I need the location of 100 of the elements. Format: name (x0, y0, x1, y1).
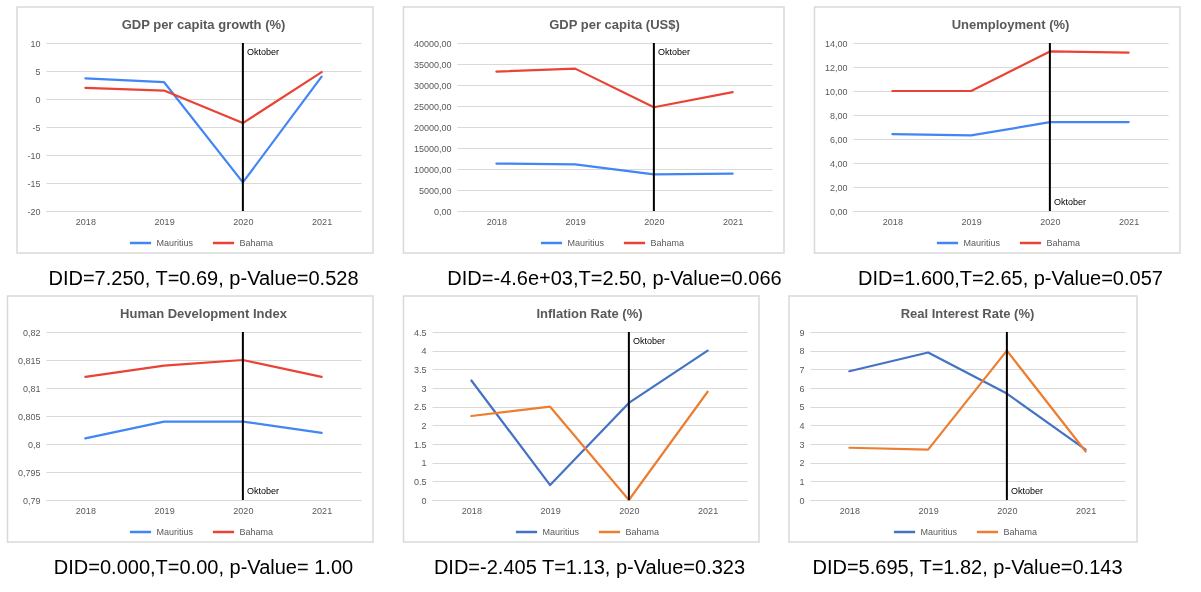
y-tick-label: 3.5 (413, 364, 427, 375)
y-tick-label: 0 (799, 495, 805, 506)
x-tick-label: 2019 (154, 216, 175, 227)
y-tick-label: 8 (799, 346, 805, 357)
ref-line-label: Oktober (657, 47, 690, 57)
y-tick-label: 4.5 (413, 327, 427, 338)
y-tick-label: 0 (35, 94, 41, 105)
y-tick-label: 9 (799, 327, 805, 338)
legend-label: Bahama (1003, 527, 1038, 537)
y-tick-label: 7 (799, 364, 805, 375)
y-tick-label: 30000,00 (413, 80, 452, 91)
x-tick-label: 2021 (698, 505, 719, 516)
y-tick-label: 20000,00 (413, 122, 452, 133)
y-tick-label: 25000,00 (413, 101, 452, 112)
y-tick-label: 6,00 (829, 134, 848, 145)
legend-label: Bahama (239, 238, 274, 248)
y-tick-label: 4,00 (829, 158, 848, 169)
y-tick-label: -15 (27, 178, 41, 189)
ref-line-label: Oktober (1053, 197, 1086, 207)
legend-label: Bahama (1046, 238, 1081, 248)
y-tick-label: 0,815 (17, 355, 41, 366)
y-tick-label: 6 (799, 383, 805, 394)
y-tick-label: 0 (421, 495, 427, 506)
line-series (470, 390, 709, 502)
legend-label: Mauritius (920, 527, 958, 537)
y-tick-label: 4 (421, 346, 427, 357)
x-tick-label: 2020 (1040, 216, 1061, 227)
y-tick-label: 0,795 (17, 467, 41, 478)
x-tick-label: 2020 (644, 216, 665, 227)
y-tick-label: 0,8 (27, 439, 41, 450)
y-tick-label: 2,00 (829, 182, 848, 193)
line-series (84, 75, 323, 184)
y-tick-label: 2 (799, 458, 805, 469)
x-tick-label: 2019 (918, 505, 939, 516)
x-tick-label: 2021 (1119, 216, 1140, 227)
y-tick-label: 10000,00 (413, 164, 452, 175)
chart-title: Unemployment (%) (951, 17, 1070, 32)
x-tick-label: 2021 (312, 216, 333, 227)
y-tick-label: 0,00 (829, 206, 848, 217)
x-tick-label: 2021 (312, 505, 333, 516)
line-series (495, 67, 734, 109)
ref-line-label: Oktober (246, 486, 279, 496)
text: DID=1.600,T=2.65, p-Value=0.057 (858, 267, 1163, 289)
text: DID=5.695, T=1.82, p-Value=0.143 (812, 556, 1123, 578)
x-tick-label: 2018 (75, 216, 96, 227)
y-tick-label: 0,79 (22, 495, 41, 506)
legend-label: Mauritius (156, 238, 194, 248)
x-tick-label: 2019 (565, 216, 586, 227)
x-tick-label: 2018 (839, 505, 860, 516)
x-tick-label: 2020 (233, 505, 254, 516)
chart-title: GDP per capita (US$) (549, 17, 680, 32)
line-series (470, 349, 709, 487)
y-tick-label: 1 (799, 476, 805, 487)
legend-label: Mauritius (963, 238, 1001, 248)
y-tick-label: 35000,00 (413, 59, 452, 70)
line-series (495, 162, 734, 176)
legend-label: Mauritius (542, 527, 580, 537)
y-tick-label: -10 (27, 150, 41, 161)
text: DID=0.000,T=0.00, p-Value= 1.00 (53, 556, 354, 578)
y-tick-label: 1.5 (413, 439, 427, 450)
y-tick-label: 3 (421, 383, 427, 394)
y-tick-label: 10,00 (824, 86, 848, 97)
y-tick-label: 5 (35, 66, 41, 77)
text: DID=-2.405 T=1.13, p-Value=0.323 (433, 556, 746, 578)
x-tick-label: 2020 (233, 216, 254, 227)
line-series (84, 71, 323, 125)
x-tick-label: 2018 (75, 505, 96, 516)
legend-label: Bahama (650, 238, 685, 248)
legend-label: Bahama (239, 527, 274, 537)
x-tick-label: 2019 (154, 505, 175, 516)
y-tick-label: 0,805 (17, 411, 41, 422)
y-tick-label: 0,82 (22, 327, 41, 338)
x-tick-label: 2018 (486, 216, 507, 227)
x-tick-label: 2020 (619, 505, 640, 516)
y-tick-label: -20 (27, 206, 41, 217)
x-tick-label: 2020 (997, 505, 1018, 516)
ref-line-label: Oktober (632, 336, 665, 346)
x-tick-label: 2021 (1076, 505, 1097, 516)
text: DID=-4.6e+03,T=2.50, p-Value=0.066 (447, 267, 782, 289)
legend-label: Bahama (625, 527, 660, 537)
legend-label: Mauritius (567, 238, 605, 248)
y-tick-label: 3 (799, 439, 805, 450)
y-tick-label: 40000,00 (413, 38, 452, 49)
y-tick-label: 0,81 (22, 383, 41, 394)
y-tick-label: 0.5 (413, 476, 427, 487)
y-tick-label: 2 (421, 420, 427, 431)
chart-title: Real Interest Rate (%) (900, 306, 1035, 321)
y-tick-label: 0,00 (433, 206, 452, 217)
y-tick-label: 4 (799, 420, 805, 431)
y-tick-label: 10 (30, 38, 41, 49)
y-tick-label: 2.5 (413, 402, 427, 413)
ref-line-label: Oktober (246, 47, 279, 57)
text: DID=7.250, T=0.69, p-Value=0.528 (48, 267, 359, 289)
x-tick-label: 2019 (540, 505, 561, 516)
x-tick-label: 2018 (882, 216, 903, 227)
y-tick-label: -5 (32, 122, 41, 133)
x-tick-label: 2019 (961, 216, 982, 227)
chart-title: GDP per capita growth (%) (121, 17, 286, 32)
y-tick-label: 5000,00 (418, 185, 452, 196)
y-tick-label: 8,00 (829, 110, 848, 121)
